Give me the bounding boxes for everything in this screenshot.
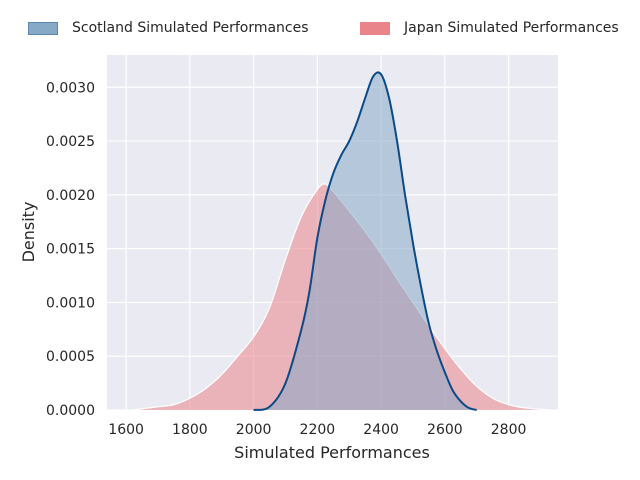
density-lines xyxy=(253,71,477,411)
legend-swatch-scotland xyxy=(28,21,58,35)
y-tick-label: 0.0000 xyxy=(46,403,95,419)
density-line-scotland xyxy=(253,71,477,411)
x-tick-label: 2600 xyxy=(427,422,463,438)
x-tick-label: 2000 xyxy=(236,422,272,438)
y-tick-label: 0.0010 xyxy=(46,295,95,311)
x-tick-label: 2800 xyxy=(491,422,527,438)
legend-item-scotland: Scotland Simulated Performances xyxy=(28,20,309,36)
legend-label-scotland: Scotland Simulated Performances xyxy=(72,20,309,36)
y-tick-labels: 0.0000 0.0005 0.0010 0.0015 0.0020 0.0025 0.00… xyxy=(46,80,95,419)
legend-swatch-japan xyxy=(360,21,390,35)
x-tick-labels: 1600 1800 2000 2200 2400 2600 2800 xyxy=(108,422,526,438)
x-tick-label: 1600 xyxy=(108,422,144,438)
x-tick-label: 2200 xyxy=(300,422,336,438)
density-areas xyxy=(132,72,551,411)
density-area-scotland xyxy=(253,72,477,411)
x-axis-label: Simulated Performances xyxy=(234,443,430,462)
legend: Scotland Simulated Performances Japan Si… xyxy=(0,20,640,44)
y-tick-label: 0.0005 xyxy=(46,349,95,365)
x-tick-label: 2400 xyxy=(363,422,399,438)
legend-item-japan: Japan Simulated Performances xyxy=(360,20,619,36)
y-tick-label: 0.0015 xyxy=(46,242,95,258)
y-axis-label: Density xyxy=(19,202,38,263)
legend-label-japan: Japan Simulated Performances xyxy=(404,20,619,36)
x-tick-label: 1800 xyxy=(172,422,208,438)
y-tick-label: 0.0030 xyxy=(46,80,95,96)
y-tick-label: 0.0025 xyxy=(46,134,95,150)
y-tick-label: 0.0020 xyxy=(46,188,95,204)
